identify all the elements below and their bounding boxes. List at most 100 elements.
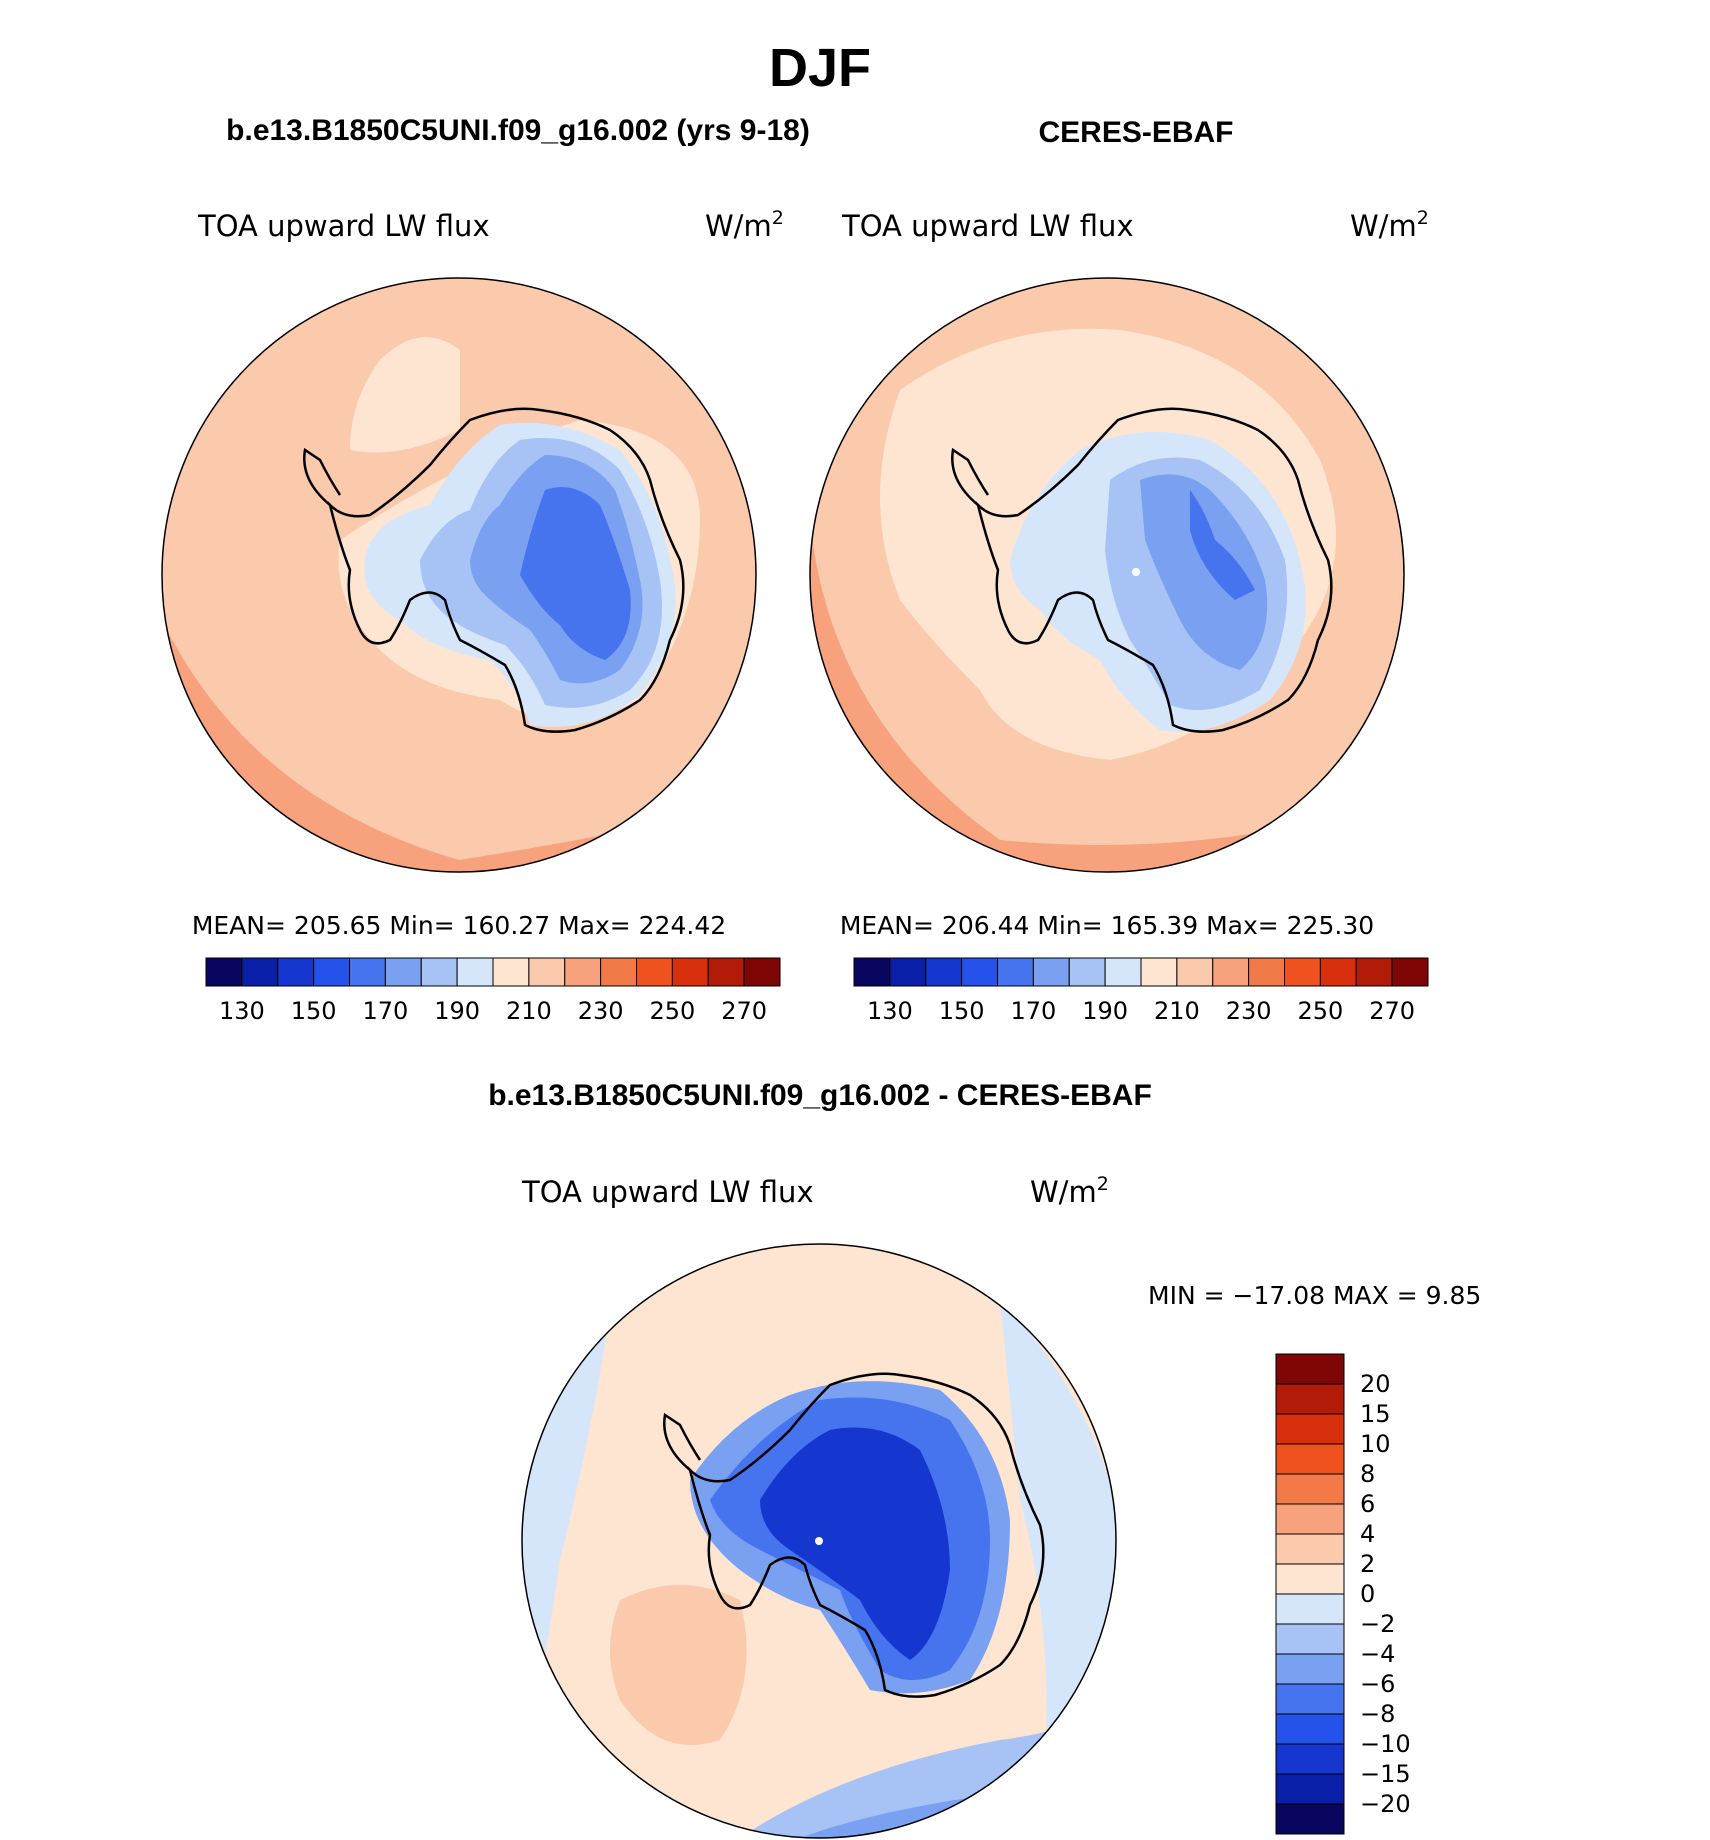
colorbar-swatch <box>1140 957 1178 987</box>
colorbar-swatch <box>1176 957 1214 987</box>
coastline <box>975 407 1333 733</box>
main-title: DJF <box>769 38 871 98</box>
colorbar-swatch <box>456 957 494 987</box>
colorbar-tick-label: 210 <box>506 997 552 1025</box>
panel-obs-map-border <box>809 277 1405 873</box>
pole-marker <box>1132 568 1140 576</box>
colorbar-tick-label: 210 <box>1154 997 1200 1025</box>
colorbar-swatch <box>707 957 745 987</box>
panel-model-field: TOA upward LW flux <box>197 209 490 243</box>
colorbar-tick-label: 20 <box>1360 1370 1391 1398</box>
panel-obs-units: W/m2 <box>1350 207 1429 243</box>
panel-diff-units: W/m2 <box>1030 1173 1109 1209</box>
colorbar-swatch <box>241 957 279 987</box>
colorbar-tick-label: −4 <box>1360 1640 1395 1668</box>
colorbar-swatch <box>961 957 998 987</box>
panel-model-units: W/m2 <box>705 207 784 243</box>
panel-model-map <box>162 278 756 872</box>
colorbar-swatch <box>1275 1383 1345 1415</box>
colorbar-swatch <box>1355 957 1393 987</box>
colorbar-swatch <box>349 957 386 987</box>
colorbar-swatch <box>1275 1353 1345 1385</box>
colorbar-tick-label: 230 <box>578 997 624 1025</box>
colorbar-swatch <box>889 957 927 987</box>
panel-model-title: b.e13.B1850C5UNI.f09_g16.002 (yrs 9-18) <box>226 114 810 147</box>
colorbar-swatch <box>528 957 566 987</box>
colorbar-swatch <box>1275 1503 1345 1535</box>
colorbar-tick-label: −6 <box>1360 1670 1395 1698</box>
colorbar-swatch <box>420 957 458 987</box>
colorbar-tick-label: −8 <box>1360 1700 1395 1728</box>
colorbar-swatch <box>1275 1713 1345 1745</box>
panel-diff: b.e13.B1850C5UNI.f09_g16.002 - CERES-EBA… <box>488 1079 1481 1839</box>
colorbar-swatch <box>671 957 709 987</box>
colorbar-swatch <box>853 957 891 987</box>
colorbar-swatch <box>1275 1683 1345 1715</box>
colorbar-swatch <box>277 957 315 987</box>
colorbar-swatch <box>1248 957 1285 987</box>
colorbar-swatch <box>564 957 602 987</box>
colorbar-swatch <box>743 957 781 987</box>
colorbar-swatch <box>1275 1413 1345 1445</box>
panel-obs-field: TOA upward LW flux <box>841 209 1134 243</box>
ice-level-3 <box>1140 474 1268 670</box>
panel-model-stats: MEAN= 205.65 Min= 160.27 Max= 224.42 <box>192 911 726 940</box>
panel-diff-colorbar <box>1275 1353 1345 1835</box>
colorbar-swatch <box>1068 957 1106 987</box>
colorbar-tick-label: 10 <box>1360 1430 1391 1458</box>
colorbar-swatch <box>1391 957 1429 987</box>
coastline <box>687 1372 1045 1698</box>
colorbar-swatch <box>600 957 637 987</box>
colorbar-swatch <box>1275 1803 1345 1835</box>
ice-level-4 <box>520 487 631 660</box>
colorbar-tick-label: 4 <box>1360 1520 1375 1548</box>
colorbar-tick-label: 230 <box>1226 997 1272 1025</box>
panel-obs-colorbar <box>853 957 1429 987</box>
colorbar-swatch <box>384 957 422 987</box>
colorbar-swatch <box>1275 1563 1345 1595</box>
colorbar-tick-label: 190 <box>1082 997 1128 1025</box>
colorbar-swatch <box>1212 957 1250 987</box>
colorbar-tick-label: −15 <box>1360 1760 1411 1788</box>
panel-obs-title: CERES-EBAF <box>1038 116 1233 149</box>
colorbar-tick-label: 6 <box>1360 1490 1375 1518</box>
colorbar-tick-label: 15 <box>1360 1400 1391 1428</box>
panel-obs: CERES-EBAF TOA upward LW flux W/m2 MEAN=… <box>809 116 1429 1025</box>
panel-diff-map <box>522 1244 1116 1838</box>
light-sector-field <box>350 337 460 453</box>
colorbar-tick-label: 150 <box>291 997 337 1025</box>
colorbar-tick-label: 130 <box>219 997 265 1025</box>
panel-model-colorbar-ticks: 130 150 170 190 210 230 250 270 <box>219 997 767 1025</box>
colorbar-swatch <box>1275 1443 1345 1475</box>
panel-diff-stats: MIN = −17.08 MAX = 9.85 <box>1148 1281 1481 1310</box>
colorbar-tick-label: −20 <box>1360 1790 1411 1818</box>
colorbar-swatch <box>1275 1593 1345 1625</box>
colorbar-tick-label: 150 <box>939 997 985 1025</box>
colorbar-tick-label: −2 <box>1360 1610 1395 1638</box>
panel-obs-stats: MEAN= 206.44 Min= 165.39 Max= 225.30 <box>840 911 1374 940</box>
warm-band-field <box>162 620 756 872</box>
panel-model-colorbar <box>205 957 781 987</box>
colorbar-swatch <box>1275 1623 1345 1655</box>
ice-level-4 <box>1190 490 1255 600</box>
colorbar-swatch <box>1275 1773 1345 1805</box>
colorbar-swatch <box>1275 1473 1345 1505</box>
colorbar-tick-label: 170 <box>1010 997 1056 1025</box>
colorbar-tick-label: 270 <box>1369 997 1415 1025</box>
pole-marker <box>815 1537 823 1545</box>
panel-diff-map-border <box>521 1243 1117 1839</box>
colorbar-swatch <box>1032 957 1070 987</box>
colorbar-tick-label: 8 <box>1360 1460 1375 1488</box>
panel-obs-colorbar-ticks: 130 150 170 190 210 230 250 270 <box>867 997 1415 1025</box>
panel-diff-title: b.e13.B1850C5UNI.f09_g16.002 - CERES-EBA… <box>488 1079 1152 1112</box>
colorbar-swatch <box>1104 957 1142 987</box>
colorbar-swatch <box>636 957 673 987</box>
colorbar-swatch <box>205 957 243 987</box>
colorbar-swatch <box>1319 957 1357 987</box>
colorbar-swatch <box>997 957 1034 987</box>
peninsula-line <box>663 1412 702 1471</box>
panel-obs-map <box>810 278 1404 872</box>
colorbar-tick-label: 0 <box>1360 1580 1375 1608</box>
colorbar-tick-label: 190 <box>434 997 480 1025</box>
